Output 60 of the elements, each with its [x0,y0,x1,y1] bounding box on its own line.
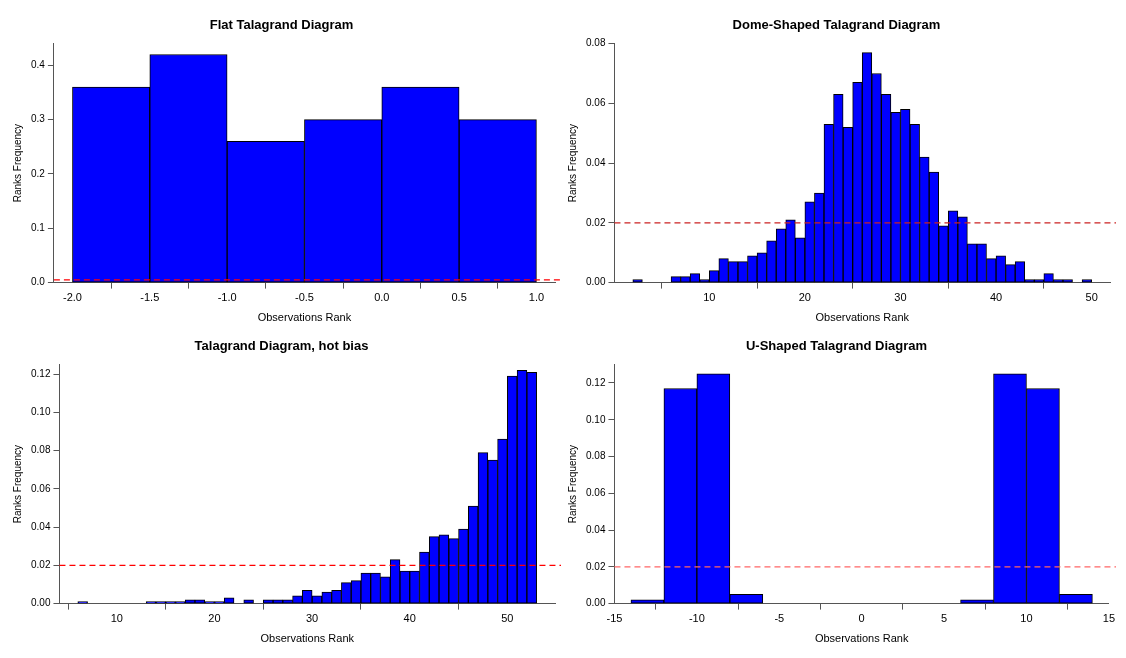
y-tick-label: 0.2 [31,167,46,179]
x-tick-label: 0.5 [451,291,467,304]
y-tick-label: 0.00 [585,597,606,609]
x-tick-label: 20 [798,291,811,304]
y-tick-label: 0.10 [30,406,51,418]
y-tick-label: 0.1 [31,222,46,234]
x-tick-label: -0.5 [294,291,314,304]
y-tick-label: 0.00 [30,597,51,609]
y-axis-title: Ranks Frequency [11,444,23,524]
x-tick-label: 30 [894,291,907,304]
x-tick-label: 50 [1085,291,1098,304]
y-tick-label: 0.10 [585,413,606,425]
y-tick-label: 0.08 [30,444,51,456]
x-tick-label: -15 [606,612,623,625]
x-tick-label: 40 [989,291,1003,304]
x-axis-title: Observations Rank [260,632,355,645]
x-tick-label: 40 [403,612,416,625]
x-tick-label: 20 [208,612,221,625]
x-tick-label: 1.0 [528,291,545,304]
y-tick-label: 0.06 [585,97,606,109]
y-tick-label: 0.06 [30,482,51,494]
y-tick-label: 0.06 [585,487,606,499]
x-tick-label: 10 [110,612,123,625]
y-tick-label: 0.02 [30,559,51,571]
x-axis-title: Observations Rank [815,311,910,324]
x-tick-label: -10 [688,612,705,625]
y-tick-label: 0.12 [585,376,606,388]
y-axis-title: Ranks Frequency [11,123,23,203]
y-axis-title: Ranks Frequency [566,123,578,203]
x-tick-label: 5 [941,612,948,625]
y-tick-label: 0.02 [585,560,606,572]
x-tick-label: -2.0 [62,291,82,304]
chart-title: Talagrand Diagram, hot bias [194,338,369,354]
y-tick-label: 0.3 [31,113,46,125]
y-tick-label: 0.08 [585,450,606,462]
x-tick-label: 0.0 [374,291,390,304]
x-tick-label: 50 [501,612,514,625]
x-tick-label: 10 [703,291,716,304]
y-tick-label: 0.08 [585,37,606,49]
y-axis-title: Ranks Frequency [566,444,578,524]
x-tick-label: -1.5 [140,291,160,304]
y-tick-label: 0.0 [31,276,46,288]
y-tick-label: 0.12 [30,367,51,379]
x-tick-label: -1.0 [217,291,237,304]
chart-title: Flat Talagrand Diagram [209,17,354,33]
y-tick-label: 0.04 [585,523,606,535]
y-tick-label: 0.4 [31,59,46,71]
x-tick-label: 30 [305,612,319,625]
x-tick-label: -5 [774,612,785,625]
y-tick-label: 0.02 [585,216,606,228]
x-axis-title: Observations Rank [257,311,352,324]
chart-title: U-Shaped Talagrand Diagram [745,338,928,354]
y-tick-label: 0.04 [585,156,606,168]
x-tick-label: 10 [1020,612,1033,625]
x-tick-label: 15 [1102,612,1116,625]
x-axis-title: Observations Rank [814,632,909,645]
x-tick-label: 0 [858,612,865,625]
chart-title: Dome-Shaped Talagrand Diagram [732,17,941,33]
y-tick-label: 0.04 [30,520,51,532]
y-tick-label: 0.00 [585,276,606,288]
